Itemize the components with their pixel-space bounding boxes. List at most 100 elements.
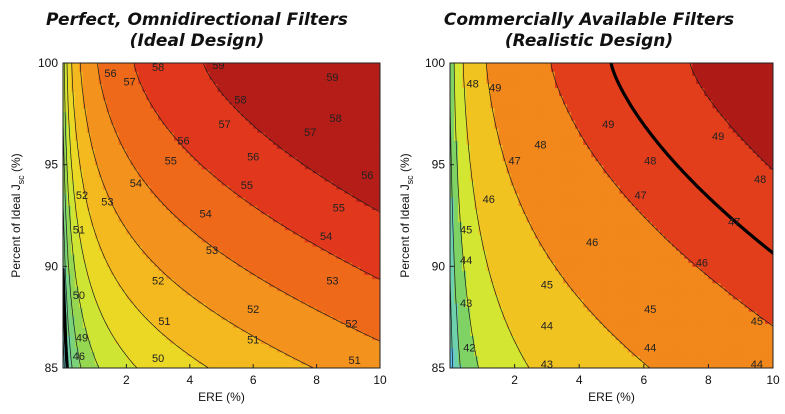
contour-fill-cell xyxy=(82,343,88,349)
contour-fill-cell xyxy=(257,119,262,125)
contour-fill-cell xyxy=(177,136,183,141)
contour-fill-cell xyxy=(197,160,203,166)
contour-fill-cell xyxy=(308,205,314,210)
contour-fill-cell xyxy=(189,335,195,341)
contour-fill-cell xyxy=(98,250,104,255)
contour-fill-cell xyxy=(257,363,262,368)
contour-fill-cell xyxy=(280,225,286,231)
contour-fill-cell xyxy=(173,197,179,202)
contour-fill-cell xyxy=(169,91,175,97)
contour-fill-cell xyxy=(296,148,302,154)
contour-fill-cell xyxy=(249,180,254,186)
contour-fill-cell xyxy=(257,315,262,320)
contour-fill-cell xyxy=(86,343,92,349)
contour-fill-cell xyxy=(273,79,278,84)
contour-fill-cell xyxy=(90,189,96,194)
contour-fill-cell xyxy=(166,136,171,141)
contour-fill-cell xyxy=(86,213,92,219)
contour-fill-cell xyxy=(102,176,108,182)
contour-fill-cell xyxy=(110,237,116,243)
contour-fill-cell xyxy=(169,335,175,341)
contour-fill-cell xyxy=(126,87,131,93)
contour-fill-cell xyxy=(138,266,143,271)
contour-fill-cell xyxy=(269,124,274,129)
contour-fill-cell xyxy=(150,83,155,88)
contour-fill-cell xyxy=(122,298,127,304)
contour-fill-cell xyxy=(225,274,231,280)
contour-fill-cell xyxy=(253,164,258,170)
contour-fill-cell xyxy=(312,124,318,129)
contour-fill-cell xyxy=(249,278,254,284)
contour-fill-cell xyxy=(324,241,330,247)
contour-fill-cell xyxy=(284,351,290,357)
contour-fill-cell xyxy=(173,132,179,137)
contour-fill-cell xyxy=(106,205,112,210)
contour-fill-cell xyxy=(106,156,112,162)
contour-fill-cell xyxy=(209,75,215,80)
contour-fill-cell xyxy=(181,128,187,133)
contour-fill-cell xyxy=(288,71,294,76)
contour-fill-cell xyxy=(209,148,215,154)
contour-fill-cell xyxy=(118,111,124,117)
contour-fill-cell xyxy=(70,71,76,76)
contour-fill-cell xyxy=(70,302,76,308)
contour-fill-cell xyxy=(181,286,187,292)
contour-fill-cell xyxy=(233,359,238,365)
contour-fill-cell xyxy=(292,205,298,210)
contour-fill-cell xyxy=(154,209,159,215)
contour-fill-cell xyxy=(154,176,159,182)
contour-fill-cell xyxy=(300,229,306,235)
contour-fill-cell xyxy=(197,193,203,198)
contour-fill-cell xyxy=(273,176,278,182)
contour-fill-cell xyxy=(78,176,84,182)
contour-fill-cell xyxy=(118,136,124,141)
contour-fill-cell xyxy=(86,307,92,312)
contour-fill-cell xyxy=(114,302,120,308)
contour-fill-cell xyxy=(300,359,306,365)
contour-fill-cell xyxy=(280,278,286,284)
contour-fill-cell xyxy=(324,315,330,320)
contour-fill-cell xyxy=(213,189,219,194)
contour-fill-cell xyxy=(257,201,262,206)
contour-fill-cell xyxy=(249,140,254,145)
contour-fill-cell xyxy=(197,302,203,308)
contour-fill-cell xyxy=(296,233,302,239)
contour-fill-cell xyxy=(185,302,191,308)
contour-fill-cell xyxy=(253,193,258,198)
contour-fill-cell xyxy=(90,75,96,80)
contour-fill-cell xyxy=(245,355,250,361)
contour-fill-cell xyxy=(181,363,187,368)
contour-fill-cell xyxy=(177,270,183,276)
contour-fill-cell xyxy=(241,111,246,117)
contour-fill-cell xyxy=(90,79,96,84)
contour-fill-cell xyxy=(249,213,254,219)
contour-fill-cell xyxy=(138,83,143,88)
contour-fill-cell xyxy=(245,311,250,316)
contour-fill-cell xyxy=(288,67,294,72)
contour-fill-cell xyxy=(118,115,124,121)
contour-fill-cell xyxy=(288,180,294,186)
contour-fill-cell xyxy=(193,331,199,337)
contour-fill-cell xyxy=(158,331,163,337)
contour-fill-cell xyxy=(312,201,318,206)
contour-fill-cell xyxy=(98,241,104,247)
contour-fill-cell xyxy=(102,111,108,117)
contour-fill-cell xyxy=(197,221,203,227)
contour-fill-cell xyxy=(273,343,278,349)
contour-fill-cell xyxy=(201,290,207,296)
contour-fill-cell xyxy=(197,274,203,280)
contour-fill-cell xyxy=(201,91,207,97)
contour-fill-cell xyxy=(166,327,171,332)
contour-fill-cell xyxy=(90,294,96,300)
contour-fill-cell xyxy=(280,168,286,174)
contour-fill-cell xyxy=(233,254,238,259)
contour-fill-cell xyxy=(162,193,167,198)
contour-fill-cell xyxy=(269,83,274,88)
contour-fill-cell xyxy=(217,229,223,235)
contour-fill-cell xyxy=(173,302,179,308)
contour-fill-cell xyxy=(122,136,127,141)
contour-fill-cell xyxy=(280,355,286,361)
contour-fill-cell xyxy=(292,172,298,178)
contour-fill-cell xyxy=(276,160,282,166)
contour-fill-cell xyxy=(265,307,270,312)
